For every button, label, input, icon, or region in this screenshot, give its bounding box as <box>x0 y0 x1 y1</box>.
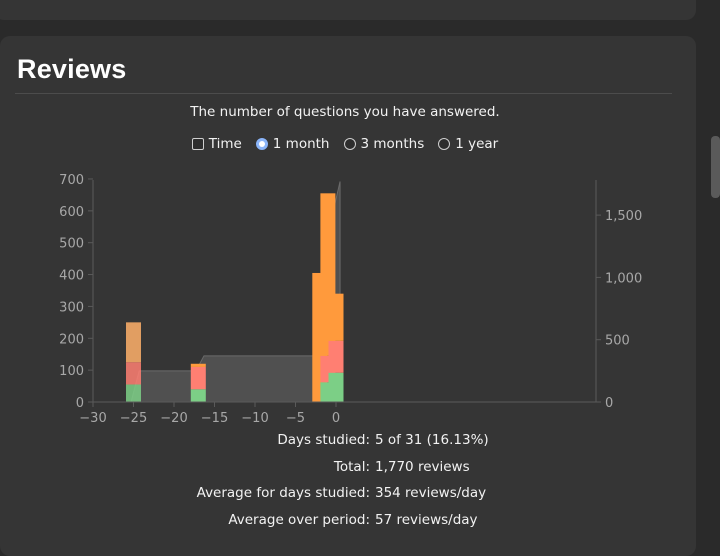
stat-value: 354 reviews/day <box>375 485 487 502</box>
x-tick-label: −30 <box>79 411 106 426</box>
bar-segment-mature <box>328 372 344 402</box>
range-option-label: 1 year <box>455 136 499 152</box>
stat-value: 1,770 reviews <box>375 458 470 475</box>
radio-3-months[interactable] <box>343 138 356 150</box>
previous-card <box>0 0 696 20</box>
bar-segment-learning <box>190 366 206 390</box>
y-right-tick-label: 500 <box>605 334 630 349</box>
y-left-tick-label: 600 <box>59 205 84 220</box>
y-left-tick-label: 700 <box>59 173 84 188</box>
page-scrollbar[interactable] <box>711 136 720 198</box>
cumulative-area <box>130 181 341 403</box>
bar-segment-learning <box>126 362 141 385</box>
y-right-tick-label: 1,000 <box>605 271 642 286</box>
x-tick-label: 0 <box>332 411 340 426</box>
range-option-label: 3 months <box>360 136 425 152</box>
range-option-1-year[interactable]: 1 year <box>438 136 498 152</box>
title-divider <box>15 93 672 94</box>
range-option-label: 1 month <box>272 136 330 152</box>
y-right-tick-label: 0 <box>605 396 613 411</box>
range-option-1-month[interactable]: 1 month <box>255 136 330 152</box>
x-tick-label: −25 <box>120 411 147 426</box>
range-option-3-months[interactable]: 3 months <box>343 136 425 152</box>
stat-row-average-period: Average over period: 57 reviews/day <box>0 512 720 539</box>
card-title: Reviews <box>17 54 127 84</box>
x-tick-label: −20 <box>160 411 187 426</box>
time-label: Time <box>208 136 242 152</box>
stat-row-days-studied: Days studied: 5 of 31 (16.13%) <box>0 432 720 459</box>
y-left-tick-label: 300 <box>59 300 84 315</box>
stat-row-average-studied: Average for days studied: 354 reviews/da… <box>0 485 720 512</box>
bar-segment-mature <box>126 384 141 402</box>
y-left-tick-label: 200 <box>59 332 84 347</box>
bar-segment-young <box>126 322 141 363</box>
x-tick-label: −5 <box>286 411 305 426</box>
x-tick-label: −10 <box>241 411 268 426</box>
y-left-tick-label: 500 <box>59 237 84 252</box>
time-toggle[interactable]: Time <box>191 136 242 152</box>
stat-row-total: Total: 1,770 reviews <box>0 459 720 486</box>
range-selector: Time 1 month 3 months 1 year <box>0 136 690 152</box>
stat-value: 57 reviews/day <box>375 512 478 529</box>
radio-1-year[interactable] <box>438 138 451 150</box>
reviews-chart: 010020030040050060070005001,0001,500−30−… <box>59 173 642 426</box>
radio-1-month[interactable] <box>255 138 268 150</box>
y-left-tick-label: 100 <box>59 364 84 379</box>
stat-label: Days studied: <box>277 432 370 448</box>
stat-label: Total: <box>333 458 370 475</box>
bar-segment-mature <box>190 389 206 402</box>
stat-label: Average for days studied: <box>196 485 370 502</box>
stat-label: Average over period: <box>228 512 370 529</box>
bar-segment-young <box>190 363 206 367</box>
y-left-tick-label: 400 <box>59 269 84 284</box>
time-checkbox[interactable] <box>191 138 204 150</box>
bar-segment-learning <box>328 340 344 373</box>
chart-subtitle: The number of questions you have answere… <box>190 104 500 120</box>
stats-table: Days studied: 5 of 31 (16.13%) Total: 1,… <box>0 432 720 539</box>
y-right-tick-label: 1,500 <box>605 209 642 224</box>
y-left-tick-label: 0 <box>76 396 84 411</box>
x-tick-label: −15 <box>201 411 228 426</box>
reviews-card: Reviews The number of questions you have… <box>0 36 696 556</box>
stat-value: 5 of 31 (16.13%) <box>375 432 489 448</box>
bar-segment-young <box>328 293 344 341</box>
